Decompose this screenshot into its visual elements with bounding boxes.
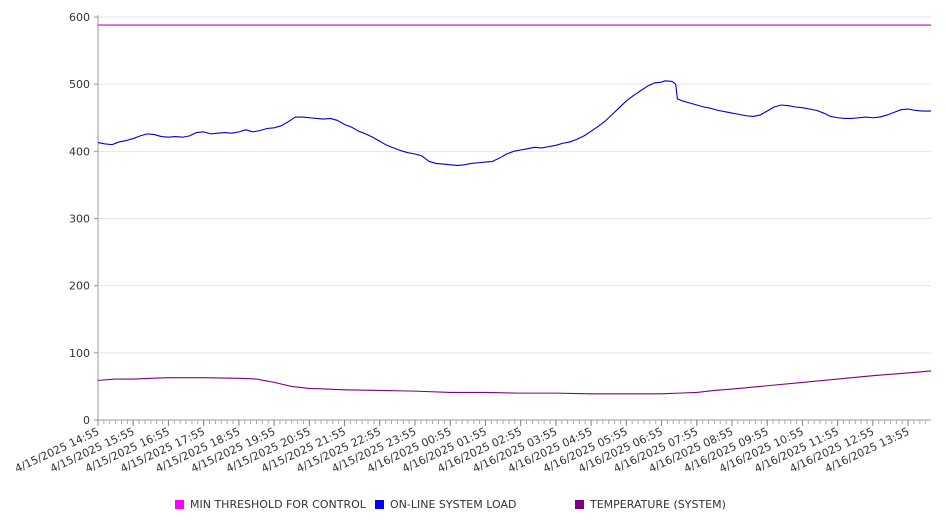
legend-label-temperature: TEMPERATURE (SYSTEM) [590, 498, 726, 511]
legend-item-system-load: ON-LINE SYSTEM LOAD [375, 498, 516, 511]
axes [97, 15, 931, 421]
y-tick-label: 0 [83, 414, 90, 427]
y-axis-ticks: 0 100 200 300 400 500 600 [69, 11, 98, 427]
y-tick-label: 500 [69, 78, 90, 91]
series-lines [97, 24, 932, 395]
legend-label-min-threshold: MIN THRESHOLD FOR CONTROL [190, 498, 366, 511]
y-tick-label: 300 [69, 213, 90, 226]
legend-swatch-min-threshold [175, 500, 184, 509]
y-tick-label: 100 [69, 347, 90, 360]
y-tick-label: 600 [69, 11, 90, 24]
x-axis-ticks: 4/15/2025 14:554/15/2025 15:554/15/2025 … [13, 420, 927, 475]
legend-swatch-system-load [375, 500, 384, 509]
legend-label-system-load: ON-LINE SYSTEM LOAD [390, 498, 517, 511]
y-tick-label: 400 [69, 145, 90, 158]
series-line-temperature [97, 370, 932, 395]
series-line-system-load [97, 80, 931, 166]
legend: MIN THRESHOLD FOR CONTROL ON-LINE SYSTEM… [0, 498, 946, 514]
legend-swatch-temperature [575, 500, 584, 509]
legend-item-min-threshold: MIN THRESHOLD FOR CONTROL [175, 498, 366, 511]
gridlines [98, 16, 931, 354]
y-tick-label: 200 [69, 280, 90, 293]
legend-item-temperature: TEMPERATURE (SYSTEM) [575, 498, 726, 511]
